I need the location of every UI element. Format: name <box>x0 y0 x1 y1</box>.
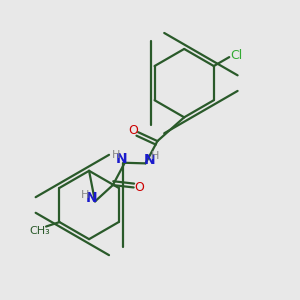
Text: CH₃: CH₃ <box>30 226 50 236</box>
Text: N: N <box>85 191 97 206</box>
Text: H: H <box>112 150 121 160</box>
Text: N: N <box>144 153 156 167</box>
Text: Cl: Cl <box>230 49 243 62</box>
Text: H: H <box>81 190 90 200</box>
Text: N: N <box>116 152 127 166</box>
Text: O: O <box>134 181 144 194</box>
Text: O: O <box>128 124 138 137</box>
Text: H: H <box>151 151 159 161</box>
